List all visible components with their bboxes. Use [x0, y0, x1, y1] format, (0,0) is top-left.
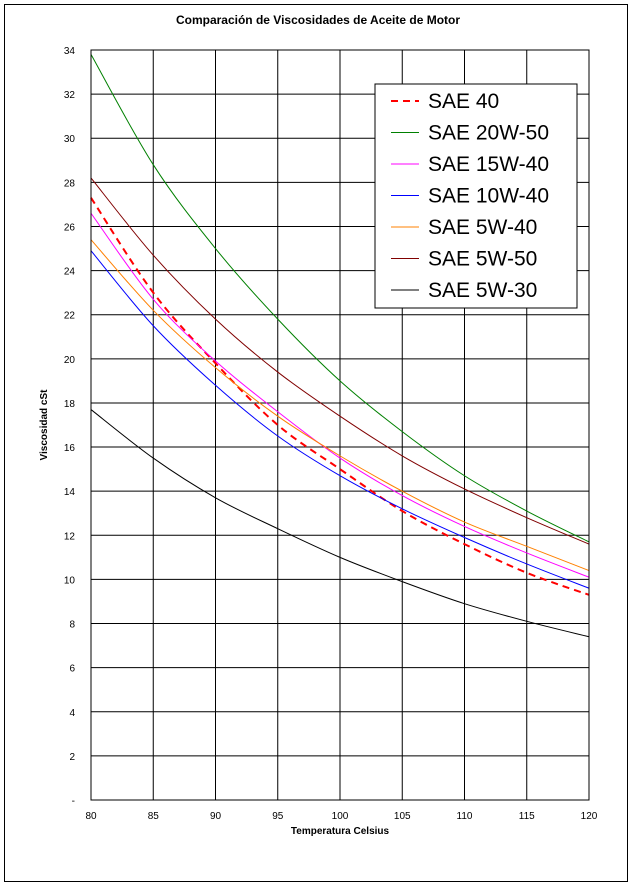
legend-label: SAE 5W-50 [428, 248, 537, 271]
y-tick-label: 16 [64, 443, 76, 454]
series-line-sae-15w-40 [90, 212, 590, 578]
y-tick-label: 20 [64, 355, 76, 366]
chart-title: Comparación de Viscosidades de Aceite de… [176, 13, 460, 27]
legend-label: SAE 15W-40 [428, 153, 549, 176]
legend-label: SAE 40 [428, 90, 499, 113]
legend-label: SAE 10W-40 [428, 185, 549, 208]
x-tick-label: 110 [457, 811, 473, 822]
y-tick-label: - [72, 796, 75, 807]
series-line-sae-20w-50 [90, 54, 590, 543]
legend: SAE 40 SAE 20W-50 SAE 15W-40 SAE 10W-40 SAE … [374, 83, 578, 309]
legend-label: SAE 20W-50 [428, 122, 549, 145]
y-tick-label: 30 [64, 134, 76, 145]
y-tick-label: 34 [64, 46, 76, 57]
y-tick-label: 14 [64, 487, 76, 498]
y-tick-label: 12 [64, 531, 76, 542]
y-tick-label: 6 [69, 664, 75, 675]
series-line-sae-5w-40 [90, 239, 590, 572]
x-tick-label: 100 [332, 811, 349, 822]
y-tick-label: 22 [64, 311, 76, 322]
series-line-sae-40 [90, 197, 590, 596]
x-tick-label: 115 [519, 811, 535, 822]
legend-label: SAE 5W-40 [428, 216, 537, 239]
y-tick-label: 32 [64, 90, 76, 101]
x-tick-label: 105 [394, 811, 411, 822]
series-line-sae-5w-50 [90, 177, 590, 545]
legend-label: SAE 5W-30 [428, 279, 537, 302]
y-axis-label: Viscosidad cSt [39, 389, 50, 461]
x-tick-label: 85 [148, 811, 160, 822]
y-tick-label: 24 [64, 267, 76, 278]
y-tick-label: 10 [64, 575, 76, 586]
y-tick-label: 28 [64, 178, 76, 189]
plot-border [90, 49, 590, 801]
x-tick-label: 120 [581, 811, 598, 822]
series-lines [90, 54, 590, 638]
y-tick-label: 8 [69, 620, 75, 631]
y-tick-label: 18 [64, 399, 76, 410]
y-tick-label: 2 [69, 752, 75, 763]
y-tick-label: 4 [69, 708, 75, 719]
y-tick-label: 26 [64, 222, 76, 233]
series-line-sae-5w-30 [90, 409, 590, 638]
x-tick-label: 90 [210, 811, 222, 822]
x-tick-label: 95 [272, 811, 284, 822]
series-line-sae-10w-40 [90, 250, 590, 589]
x-tick-labels: 80 85 90 95 100 105 110 115 120 [85, 811, 597, 822]
x-axis-label: Temperatura Celsius [291, 826, 390, 837]
x-tick-label: 80 [85, 811, 97, 822]
